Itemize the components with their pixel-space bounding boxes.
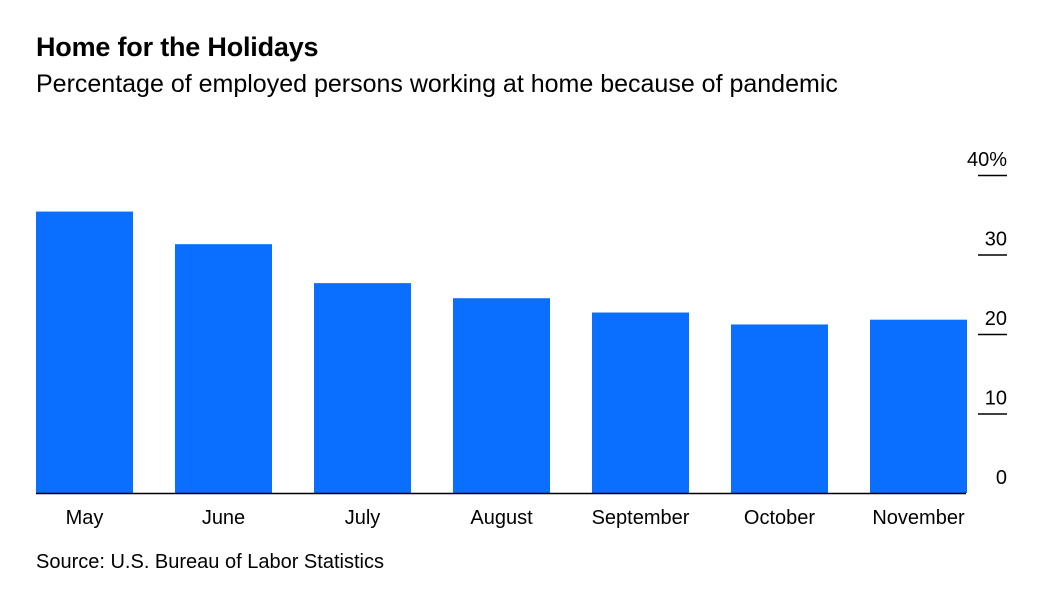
x-tick-label-september: September bbox=[592, 507, 690, 529]
y-tick-label-20: 20 bbox=[985, 308, 1007, 330]
x-tick-label-may: May bbox=[66, 507, 104, 529]
x-tick-label-november: November bbox=[872, 507, 965, 529]
chart-title: Home for the Holidays bbox=[36, 32, 319, 62]
x-tick-label-october: October bbox=[744, 507, 815, 529]
bar-october bbox=[731, 324, 828, 493]
bar-august bbox=[453, 298, 550, 493]
y-tick-label-10: 10 bbox=[985, 388, 1007, 410]
x-tick-label-june: June bbox=[202, 507, 245, 529]
bar-july bbox=[314, 283, 411, 493]
bar-may bbox=[36, 211, 133, 493]
chart-subtitle: Percentage of employed persons working a… bbox=[36, 70, 838, 98]
bar-november bbox=[870, 319, 967, 493]
y-tick-label-30: 30 bbox=[985, 229, 1007, 251]
y-tick-label-0: 0 bbox=[996, 467, 1007, 489]
bar-september bbox=[592, 312, 689, 493]
y-tick-label-40: 40% bbox=[967, 149, 1007, 171]
source-note: Source: U.S. Bureau of Labor Statistics bbox=[36, 551, 384, 573]
x-tick-label-july: July bbox=[345, 507, 381, 529]
bar-june bbox=[175, 244, 272, 493]
x-tick-label-august: August bbox=[470, 507, 533, 529]
